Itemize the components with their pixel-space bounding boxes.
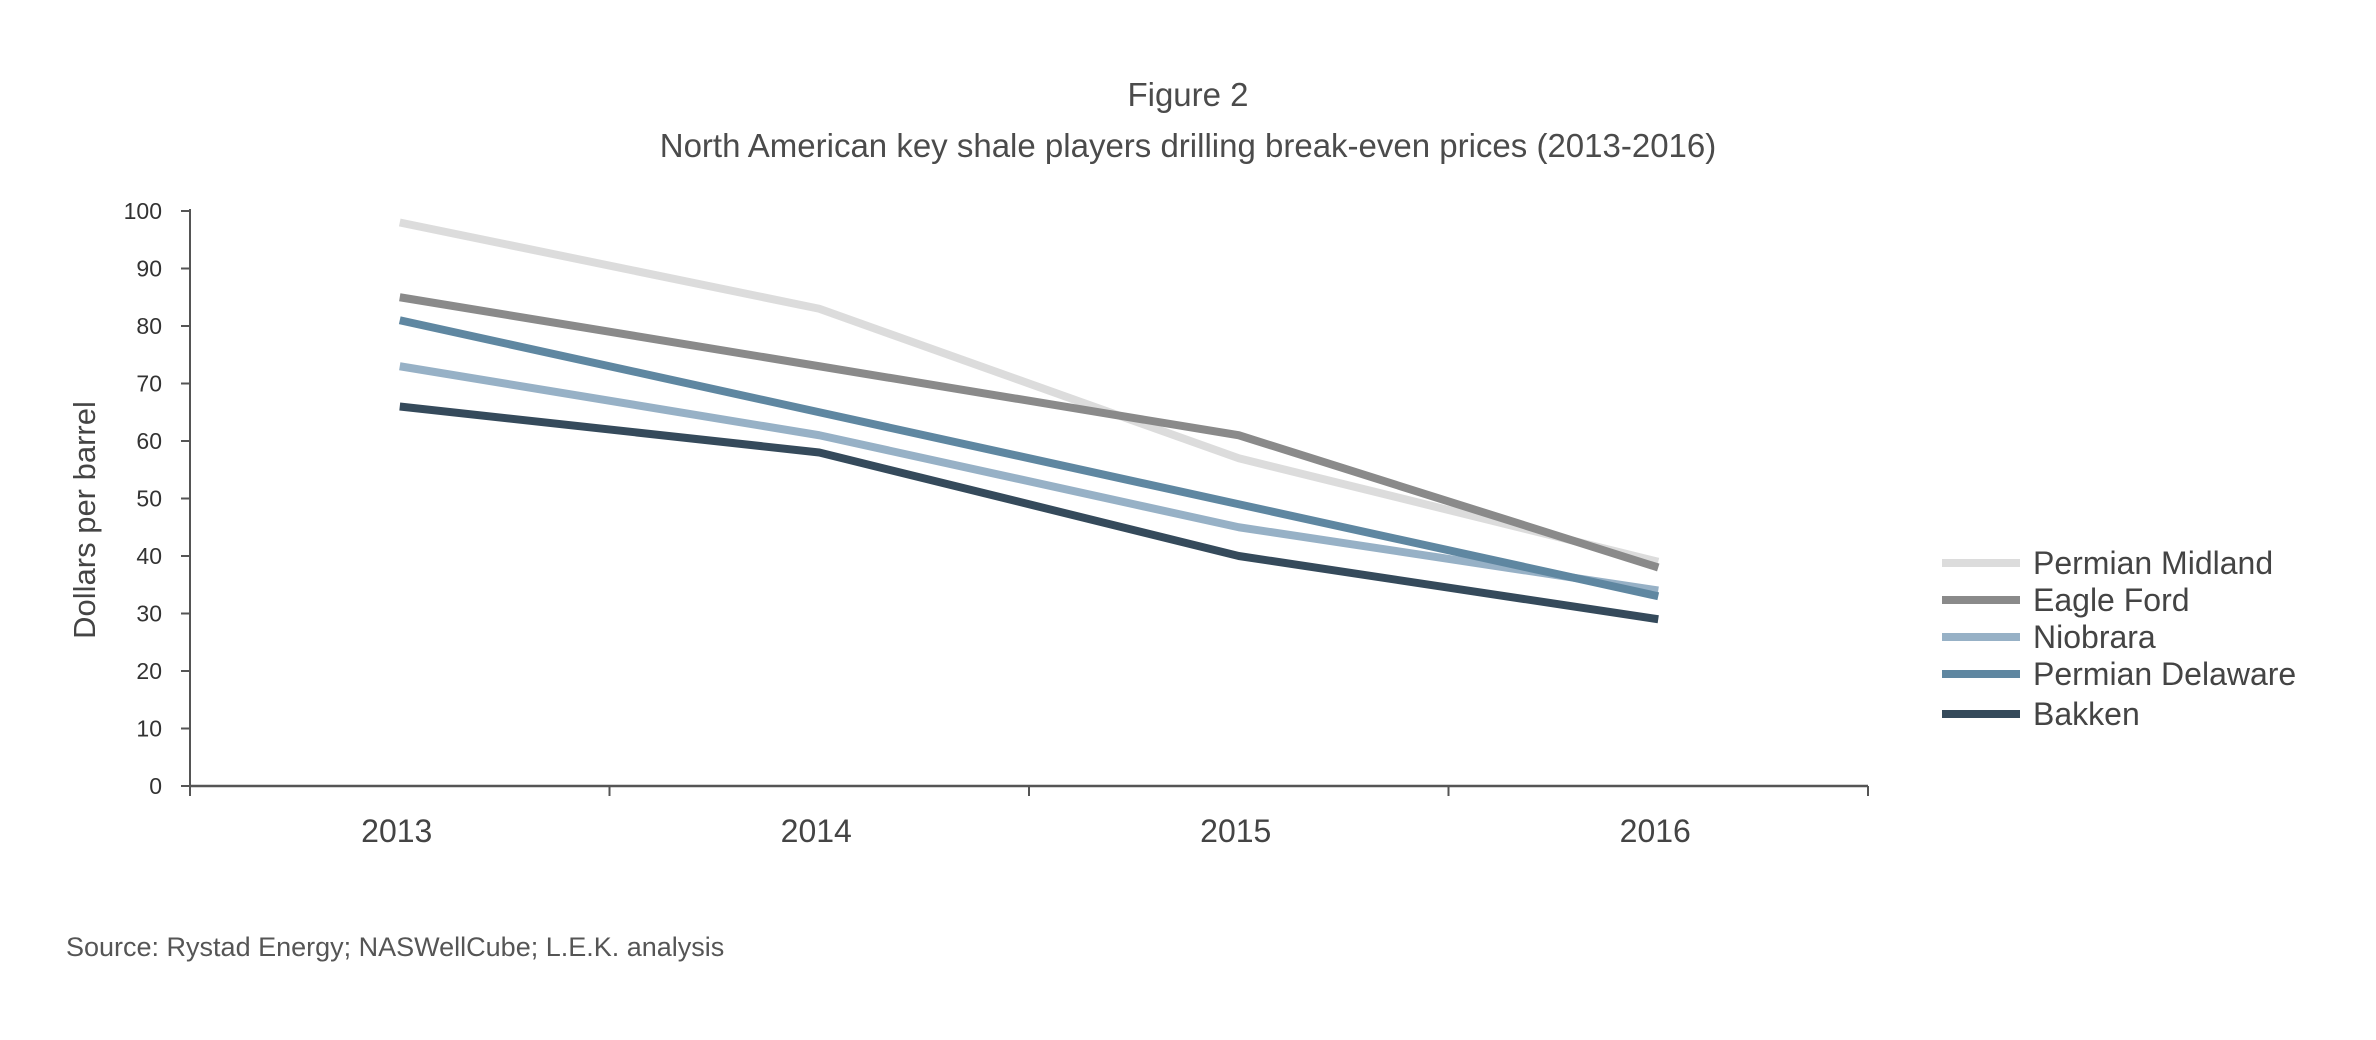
legend-label-permian-midland: Permian Midland xyxy=(2033,545,2273,581)
figure-label: Figure 2 xyxy=(1127,76,1248,113)
series-line-bakken xyxy=(399,402,1659,624)
y-tick-label: 40 xyxy=(136,543,162,569)
y-tick-label: 100 xyxy=(124,198,162,224)
y-tick-label: 20 xyxy=(136,658,162,684)
series-layer xyxy=(398,218,1660,624)
legend-label-bakken: Bakken xyxy=(2033,696,2140,732)
y-axis-label: Dollars per barrel xyxy=(67,401,102,639)
x-tick-label: 2013 xyxy=(361,813,432,849)
x-tick-label: 2016 xyxy=(1620,813,1691,849)
y-tick-label: 30 xyxy=(136,601,162,627)
x-tick-label: 2015 xyxy=(1200,813,1271,849)
legend-label-permian-delaware: Permian Delaware xyxy=(2033,656,2296,692)
legend-label-niobrara: Niobrara xyxy=(2033,619,2156,655)
chart-title: North American key shale players drillin… xyxy=(660,127,1717,164)
source-note: Source: Rystad Energy; NASWellCube; L.E.… xyxy=(66,932,724,962)
y-tick-label: 90 xyxy=(136,256,162,282)
series-line-eagle-ford xyxy=(399,293,1660,572)
y-tick-label: 80 xyxy=(136,313,162,339)
axes: 0 10 20 30 40 50 60 70 80 90 100 2013 2014 2015 2016 xyxy=(124,198,1869,849)
y-tick-label: 60 xyxy=(136,428,162,454)
series-line-permian-delaware xyxy=(398,316,1660,601)
legend-label-eagle-ford: Eagle Ford xyxy=(2033,582,2190,618)
y-tick-label: 10 xyxy=(136,716,162,742)
x-tick-label: 2014 xyxy=(781,813,852,849)
y-tick-label: 50 xyxy=(136,486,162,512)
y-tick-label: 0 xyxy=(149,773,162,799)
series-line-niobrara xyxy=(399,362,1659,595)
series-line-permian-midland xyxy=(398,218,1660,566)
y-tick-label: 70 xyxy=(136,371,162,397)
